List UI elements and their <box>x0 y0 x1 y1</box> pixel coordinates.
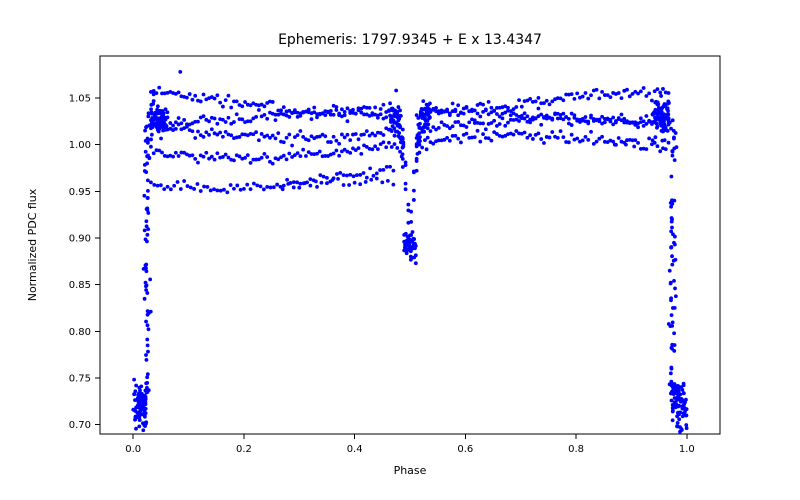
x-tick-label: 1.0 <box>679 444 695 455</box>
x-tick-label: 0.0 <box>125 444 141 455</box>
x-tick-label: 0.2 <box>236 444 252 455</box>
x-tick-label: 0.8 <box>568 444 584 455</box>
y-tick-label: 0.75 <box>69 374 91 385</box>
chart-title: Ephemeris: 1797.9345 + E x 13.4347 <box>278 32 542 48</box>
x-tick-label: 0.4 <box>347 444 363 455</box>
y-tick-label: 0.85 <box>69 280 91 291</box>
y-axis-label: Normalized PDC flux <box>26 188 39 301</box>
x-axis-label: Phase <box>394 464 427 477</box>
y-tick-label: 1.05 <box>69 94 91 105</box>
y-tick-label: 0.80 <box>69 327 91 338</box>
canvas-bg <box>0 0 800 500</box>
y-tick-label: 0.90 <box>69 234 91 245</box>
y-tick-label: 1.00 <box>69 140 91 151</box>
y-tick-label: 0.95 <box>69 187 91 198</box>
y-tick-label: 0.70 <box>69 420 91 431</box>
x-tick-label: 0.6 <box>457 444 473 455</box>
light-curve-chart: 0.0 0.2 0.4 0.6 0.8 1.0 0.70 0.75 0.80 0.85 0.90 0… <box>0 0 800 500</box>
